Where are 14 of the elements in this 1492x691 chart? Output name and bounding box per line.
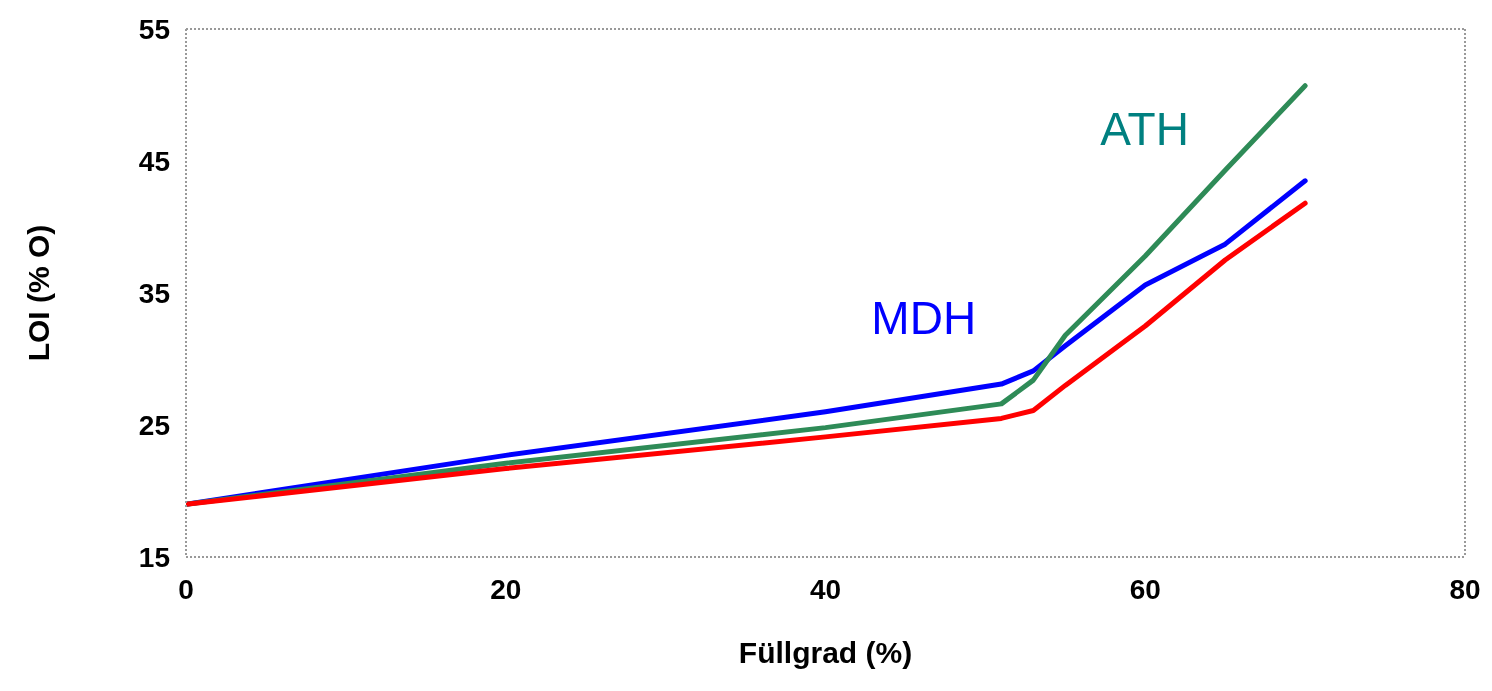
y-tick-label: 25 (138, 409, 170, 441)
x-axis-title: Füllgrad (%) (738, 636, 913, 669)
x-tick-label: 20 (490, 573, 522, 605)
y-tick-label: 55 (138, 13, 170, 45)
y-tick-label: 15 (138, 541, 170, 573)
x-tick-label: 40 (809, 573, 842, 605)
y-tick-label: 35 (138, 277, 170, 309)
series-label: MDH (871, 292, 977, 345)
y-axis-title: LOI (% O) (21, 224, 55, 362)
x-tick-label: 80 (1449, 573, 1481, 605)
y-tick-label: 45 (138, 145, 170, 177)
x-tick-label: 60 (1129, 573, 1161, 605)
series-label: ATH (1100, 103, 1189, 156)
x-tick-label: 0 (178, 573, 194, 605)
